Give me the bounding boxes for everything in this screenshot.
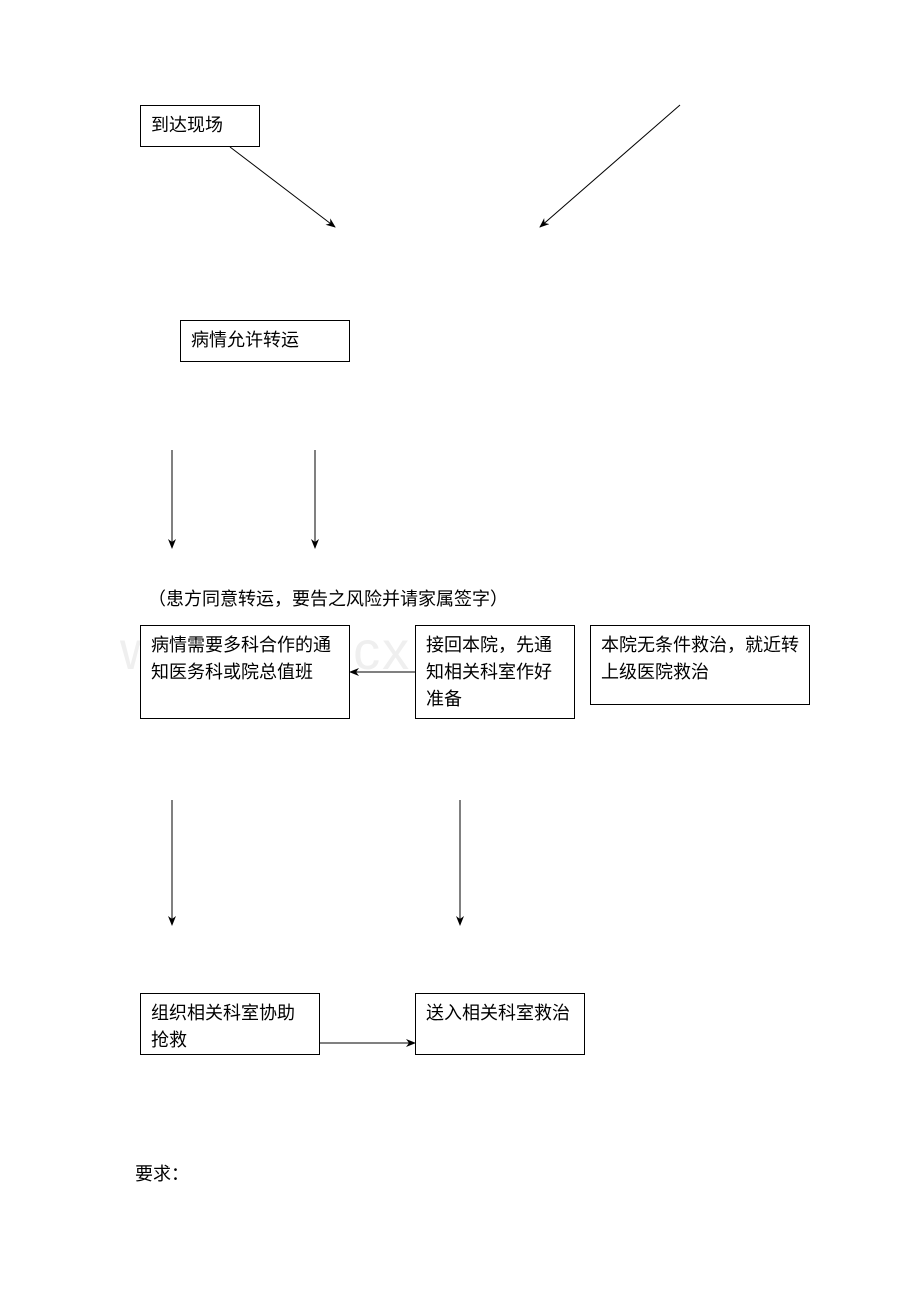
- node-allow-transport: 病情允许转运: [180, 320, 350, 362]
- node-send-in: 送入相关科室救治: [415, 993, 585, 1055]
- caption-consent: （患方同意转运，要告之风险并请家属签字）: [148, 585, 508, 611]
- node-arrive: 到达现场: [140, 105, 260, 147]
- node-assist-rescue: 组织相关科室协助抢救: [140, 993, 320, 1055]
- node-multi-dept: 病情需要多科合作的通知医务科或院总值班: [140, 625, 350, 719]
- node-return-hospital: 接回本院，先通知相关科室作好准备: [415, 625, 575, 719]
- node-no-condition: 本院无条件救治，就近转上级医院救治: [590, 625, 810, 705]
- caption-require: 要求：: [135, 1160, 189, 1186]
